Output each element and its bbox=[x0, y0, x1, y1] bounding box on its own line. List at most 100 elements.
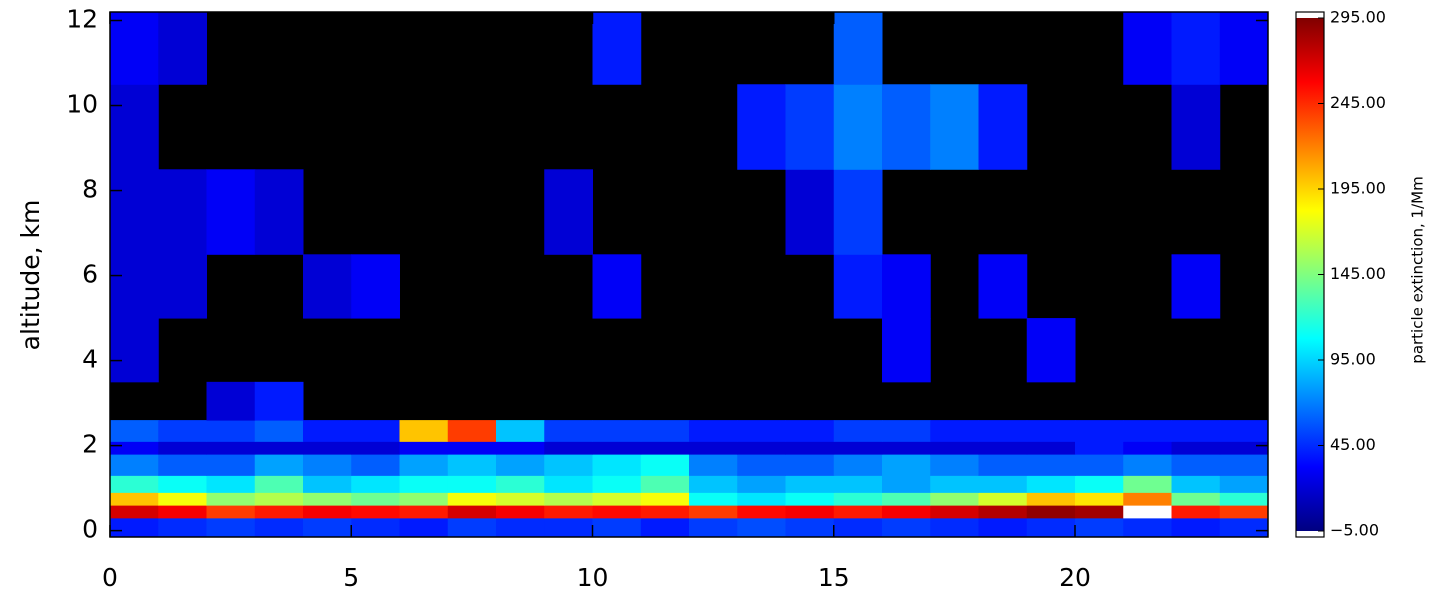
heatmap-cell bbox=[689, 505, 738, 519]
y-tick-label: 0 bbox=[82, 515, 98, 544]
heatmap-cell bbox=[1171, 12, 1221, 85]
heatmap-cell bbox=[978, 420, 1028, 442]
heatmap-cell bbox=[206, 505, 256, 519]
heatmap-cell bbox=[399, 454, 449, 476]
heatmap-cell bbox=[592, 12, 642, 85]
heatmap-cell bbox=[1075, 475, 1124, 493]
heatmap-cell bbox=[689, 475, 738, 493]
heatmap-cell bbox=[592, 517, 642, 538]
colorbar-tick-label: 95.00 bbox=[1330, 350, 1376, 369]
heatmap-cell bbox=[1026, 505, 1076, 519]
heatmap-cell bbox=[930, 420, 979, 442]
heatmap-cell bbox=[496, 454, 545, 476]
heatmap-cell bbox=[1026, 441, 1076, 455]
heatmap-cell bbox=[592, 441, 642, 455]
heatmap-cell bbox=[254, 505, 304, 519]
heatmap-cell bbox=[978, 254, 1028, 319]
heatmap-cell bbox=[1026, 454, 1076, 476]
heatmap-cell bbox=[1075, 492, 1124, 506]
heatmap-cell bbox=[206, 475, 256, 493]
heatmap-cell bbox=[158, 254, 207, 319]
heatmap-cell bbox=[351, 505, 400, 519]
heatmap-cell bbox=[254, 420, 304, 442]
heatmap-cell bbox=[351, 441, 400, 455]
colorbar-tick-label: 145.00 bbox=[1330, 264, 1386, 283]
heatmap-cell bbox=[833, 254, 883, 319]
x-tick-label: 10 bbox=[577, 563, 609, 592]
heatmap-cell bbox=[544, 420, 593, 442]
heatmap-cell bbox=[1171, 441, 1221, 455]
heatmap-cell bbox=[496, 492, 545, 506]
heatmap-cell bbox=[978, 517, 1028, 538]
heatmap-cell bbox=[1075, 441, 1124, 455]
heatmap-cell bbox=[351, 492, 400, 506]
heatmap-cell bbox=[351, 454, 400, 476]
heatmap-cell bbox=[592, 454, 642, 476]
heatmap-cell bbox=[496, 517, 545, 538]
heatmap-cell bbox=[110, 505, 159, 519]
heatmap-cell bbox=[496, 505, 545, 519]
heatmap-cell bbox=[1171, 517, 1221, 538]
heatmap-cell bbox=[592, 492, 642, 506]
heatmap-cell bbox=[785, 492, 835, 506]
heatmap-cell bbox=[978, 84, 1028, 170]
heatmap-cell bbox=[882, 517, 931, 538]
heatmap-cell bbox=[399, 475, 449, 493]
heatmap-cell bbox=[1171, 454, 1221, 476]
heatmap-cell bbox=[158, 441, 207, 455]
heatmap-cell bbox=[447, 420, 497, 442]
heatmap-cell bbox=[399, 517, 449, 538]
heatmap-cell bbox=[1123, 475, 1172, 493]
heatmap-cell bbox=[447, 505, 497, 519]
heatmap-cell bbox=[785, 441, 835, 455]
heatmap-cell bbox=[254, 454, 304, 476]
x-tick-label: 0 bbox=[102, 563, 118, 592]
heatmap-cell bbox=[110, 517, 159, 538]
heatmap-cell bbox=[1219, 12, 1269, 85]
heatmap-cell bbox=[206, 381, 256, 421]
heatmap-cell bbox=[254, 381, 304, 421]
heatmap-cell bbox=[303, 517, 352, 538]
heatmap-cell bbox=[930, 517, 979, 538]
heatmap-cell bbox=[1171, 84, 1221, 170]
heatmap-cell bbox=[399, 420, 449, 442]
heatmap-cell bbox=[1219, 505, 1269, 519]
heatmap-cell bbox=[930, 492, 979, 506]
heatmap-cell bbox=[399, 441, 449, 455]
colorbar-over bbox=[1296, 12, 1324, 18]
heatmap bbox=[110, 12, 1269, 538]
heatmap-cell bbox=[1219, 441, 1269, 455]
heatmap-cell bbox=[110, 318, 159, 383]
heatmap-cell bbox=[833, 420, 883, 442]
heatmap-cell bbox=[447, 454, 497, 476]
heatmap-cell bbox=[1171, 505, 1221, 519]
heatmap-cell bbox=[496, 420, 545, 442]
colorbar-label: particle extinction, 1/Mm bbox=[1409, 176, 1427, 363]
heatmap-cell bbox=[544, 454, 593, 476]
heatmap-cell bbox=[254, 441, 304, 455]
y-tick-label: 4 bbox=[82, 345, 98, 374]
heatmap-cell bbox=[1171, 492, 1221, 506]
heatmap-cell bbox=[110, 84, 159, 170]
heatmap-cell bbox=[640, 441, 690, 455]
heatmap-cell bbox=[254, 517, 304, 538]
heatmap-cell bbox=[1026, 517, 1076, 538]
heatmap-cell bbox=[833, 475, 883, 493]
heatmap-cell bbox=[737, 454, 786, 476]
heatmap-cell bbox=[1075, 517, 1124, 538]
heatmap-cell bbox=[833, 169, 883, 255]
heatmap-cell bbox=[640, 454, 690, 476]
heatmap-cell bbox=[592, 475, 642, 493]
heatmap-cell bbox=[737, 420, 786, 442]
heatmap-cell bbox=[882, 492, 931, 506]
heatmap-cell bbox=[303, 420, 352, 442]
y-axis-label: altitude, km bbox=[16, 200, 45, 351]
heatmap-cell bbox=[110, 169, 159, 255]
heatmap-cell bbox=[833, 441, 883, 455]
heatmap-cell bbox=[158, 475, 207, 493]
colorbar-tick-label: 295.00 bbox=[1330, 8, 1386, 27]
heatmap-cell bbox=[447, 492, 497, 506]
heatmap-cell bbox=[1026, 492, 1076, 506]
heatmap-cell bbox=[930, 505, 979, 519]
